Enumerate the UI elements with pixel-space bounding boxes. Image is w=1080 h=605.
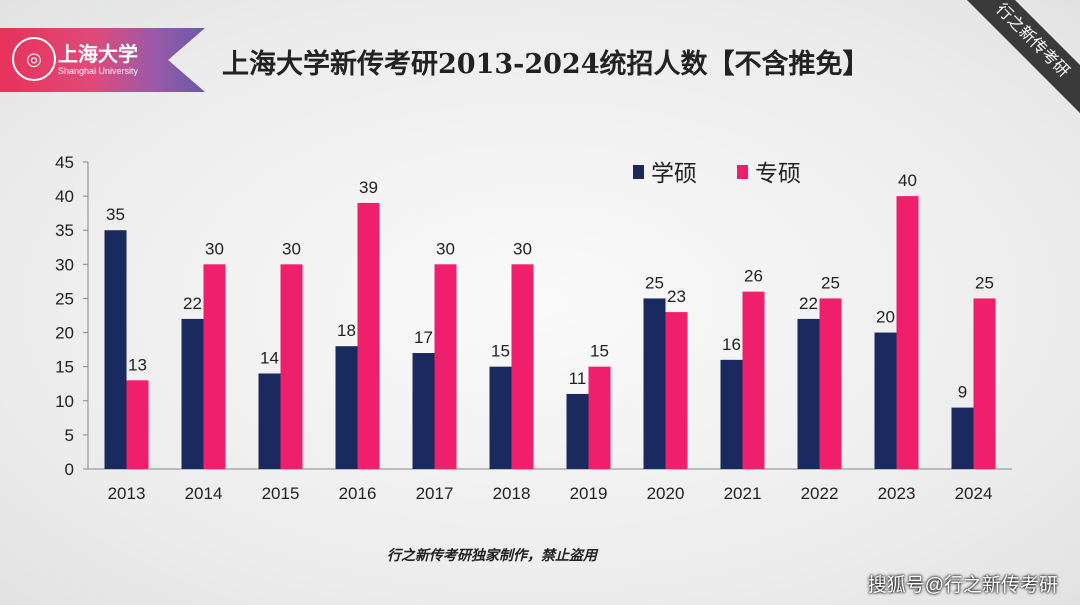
page-title: 上海大学新传考研2013-2024统招人数【不含推免】 — [222, 49, 870, 80]
data-label: 13 — [128, 355, 147, 374]
bar-academic — [951, 407, 974, 469]
bar-professional — [511, 264, 534, 469]
x-tick-label: 2024 — [955, 484, 993, 503]
data-label: 25 — [821, 273, 840, 292]
bar-academic — [566, 393, 589, 469]
y-tick-label: 25 — [55, 289, 74, 308]
data-label: 18 — [337, 321, 356, 340]
x-tick-label: 2013 — [108, 484, 146, 503]
bar-professional — [973, 298, 996, 469]
data-label: 15 — [590, 342, 609, 361]
data-label: 25 — [645, 273, 664, 292]
bar-academic — [489, 366, 512, 469]
bar-professional — [357, 202, 380, 469]
bar-professional — [280, 264, 303, 469]
logo-en: Shanghai University — [58, 66, 139, 76]
legend-label: 专硕 — [755, 161, 801, 187]
bar-professional — [588, 366, 611, 469]
data-label: 22 — [183, 294, 202, 313]
bar-academic — [335, 346, 358, 469]
bar-academic — [720, 359, 743, 469]
data-label: 20 — [876, 308, 895, 327]
x-tick-label: 2015 — [262, 484, 300, 503]
logo-cn: 上海大学 — [58, 42, 138, 66]
y-tick-label: 15 — [55, 358, 74, 377]
y-tick-label: 20 — [55, 324, 74, 343]
y-tick-label: 45 — [55, 153, 74, 172]
bar-academic — [412, 353, 435, 469]
university-seal-icon: ◎ — [12, 37, 56, 81]
y-tick-label: 40 — [55, 187, 74, 206]
legend-label: 学硕 — [651, 161, 697, 187]
y-tick-label: 30 — [55, 255, 74, 274]
bar-professional — [665, 312, 688, 469]
data-label: 17 — [414, 328, 433, 347]
x-tick-label: 2020 — [647, 484, 685, 503]
data-label: 30 — [513, 239, 532, 258]
data-label: 35 — [106, 205, 125, 224]
data-label: 23 — [667, 287, 686, 306]
bar-academic — [643, 298, 666, 469]
source-watermark: 搜狐号@行之新传考研 — [867, 575, 1058, 596]
bar-academic — [258, 373, 281, 469]
y-tick-label: 35 — [55, 221, 74, 240]
bar-professional — [203, 264, 226, 469]
legend-swatch — [633, 165, 644, 179]
copyright-note: 行之新传考研独家制作，禁止盗用 — [387, 547, 597, 563]
y-tick-label: 5 — [65, 426, 74, 445]
x-tick-label: 2023 — [878, 484, 916, 503]
x-tick-label: 2019 — [570, 484, 608, 503]
bar-academic — [181, 318, 204, 469]
data-label: 15 — [491, 342, 510, 361]
x-tick-label: 2014 — [185, 484, 223, 503]
data-label: 25 — [975, 273, 994, 292]
data-label: 26 — [744, 267, 763, 286]
bar-academic — [874, 332, 897, 469]
data-label: 11 — [569, 369, 587, 388]
data-label: 30 — [205, 239, 224, 258]
x-tick-label: 2016 — [339, 484, 377, 503]
bar-professional — [126, 380, 149, 469]
bar-professional — [819, 298, 842, 469]
data-label: 39 — [359, 178, 378, 197]
x-tick-label: 2018 — [493, 484, 531, 503]
x-tick-label: 2022 — [801, 484, 839, 503]
data-label: 16 — [722, 335, 741, 354]
bar-academic — [797, 318, 820, 469]
data-label: 22 — [799, 294, 818, 313]
data-label: 9 — [958, 383, 967, 402]
y-tick-label: 0 — [65, 460, 74, 479]
data-label: 30 — [282, 239, 301, 258]
data-label: 30 — [436, 239, 455, 258]
data-label: 14 — [260, 348, 279, 367]
x-tick-label: 2017 — [416, 484, 454, 503]
bar-professional — [434, 264, 457, 469]
legend-swatch — [737, 165, 748, 179]
data-label: 40 — [898, 171, 917, 190]
y-tick-label: 10 — [55, 392, 74, 411]
bar-academic — [104, 230, 127, 469]
bar-professional — [896, 196, 919, 469]
x-tick-label: 2021 — [724, 484, 762, 503]
bar-professional — [742, 291, 765, 469]
